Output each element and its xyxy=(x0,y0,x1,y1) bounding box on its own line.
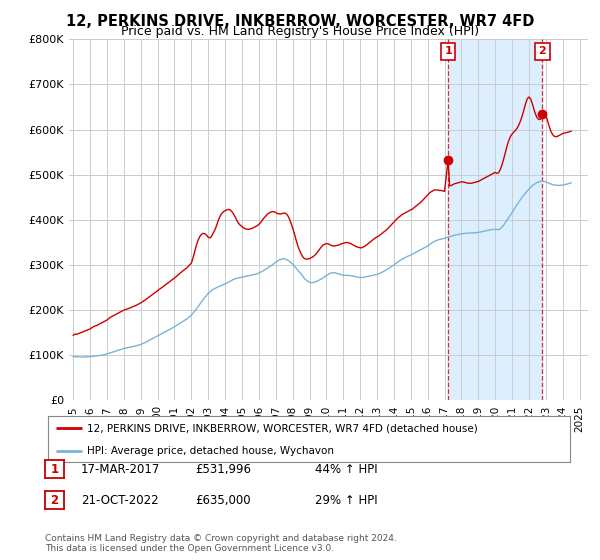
Text: 17-MAR-2017: 17-MAR-2017 xyxy=(81,463,160,476)
Text: 12, PERKINS DRIVE, INKBERROW, WORCESTER, WR7 4FD: 12, PERKINS DRIVE, INKBERROW, WORCESTER,… xyxy=(66,14,534,29)
Text: 2: 2 xyxy=(50,493,59,507)
Bar xyxy=(448,39,542,400)
Text: £531,996: £531,996 xyxy=(195,463,251,476)
Text: £635,000: £635,000 xyxy=(195,493,251,507)
Text: Contains HM Land Registry data © Crown copyright and database right 2024.
This d: Contains HM Land Registry data © Crown c… xyxy=(45,534,397,553)
Text: 44% ↑ HPI: 44% ↑ HPI xyxy=(315,463,377,476)
Text: 12, PERKINS DRIVE, INKBERROW, WORCESTER, WR7 4FD (detached house): 12, PERKINS DRIVE, INKBERROW, WORCESTER,… xyxy=(87,423,478,433)
Text: 1: 1 xyxy=(444,46,452,57)
Text: Price paid vs. HM Land Registry's House Price Index (HPI): Price paid vs. HM Land Registry's House … xyxy=(121,25,479,38)
Text: 29% ↑ HPI: 29% ↑ HPI xyxy=(315,493,377,507)
Text: 2: 2 xyxy=(539,46,547,57)
Text: 21-OCT-2022: 21-OCT-2022 xyxy=(81,493,158,507)
Text: HPI: Average price, detached house, Wychavon: HPI: Average price, detached house, Wych… xyxy=(87,446,334,455)
Text: 1: 1 xyxy=(50,463,59,476)
